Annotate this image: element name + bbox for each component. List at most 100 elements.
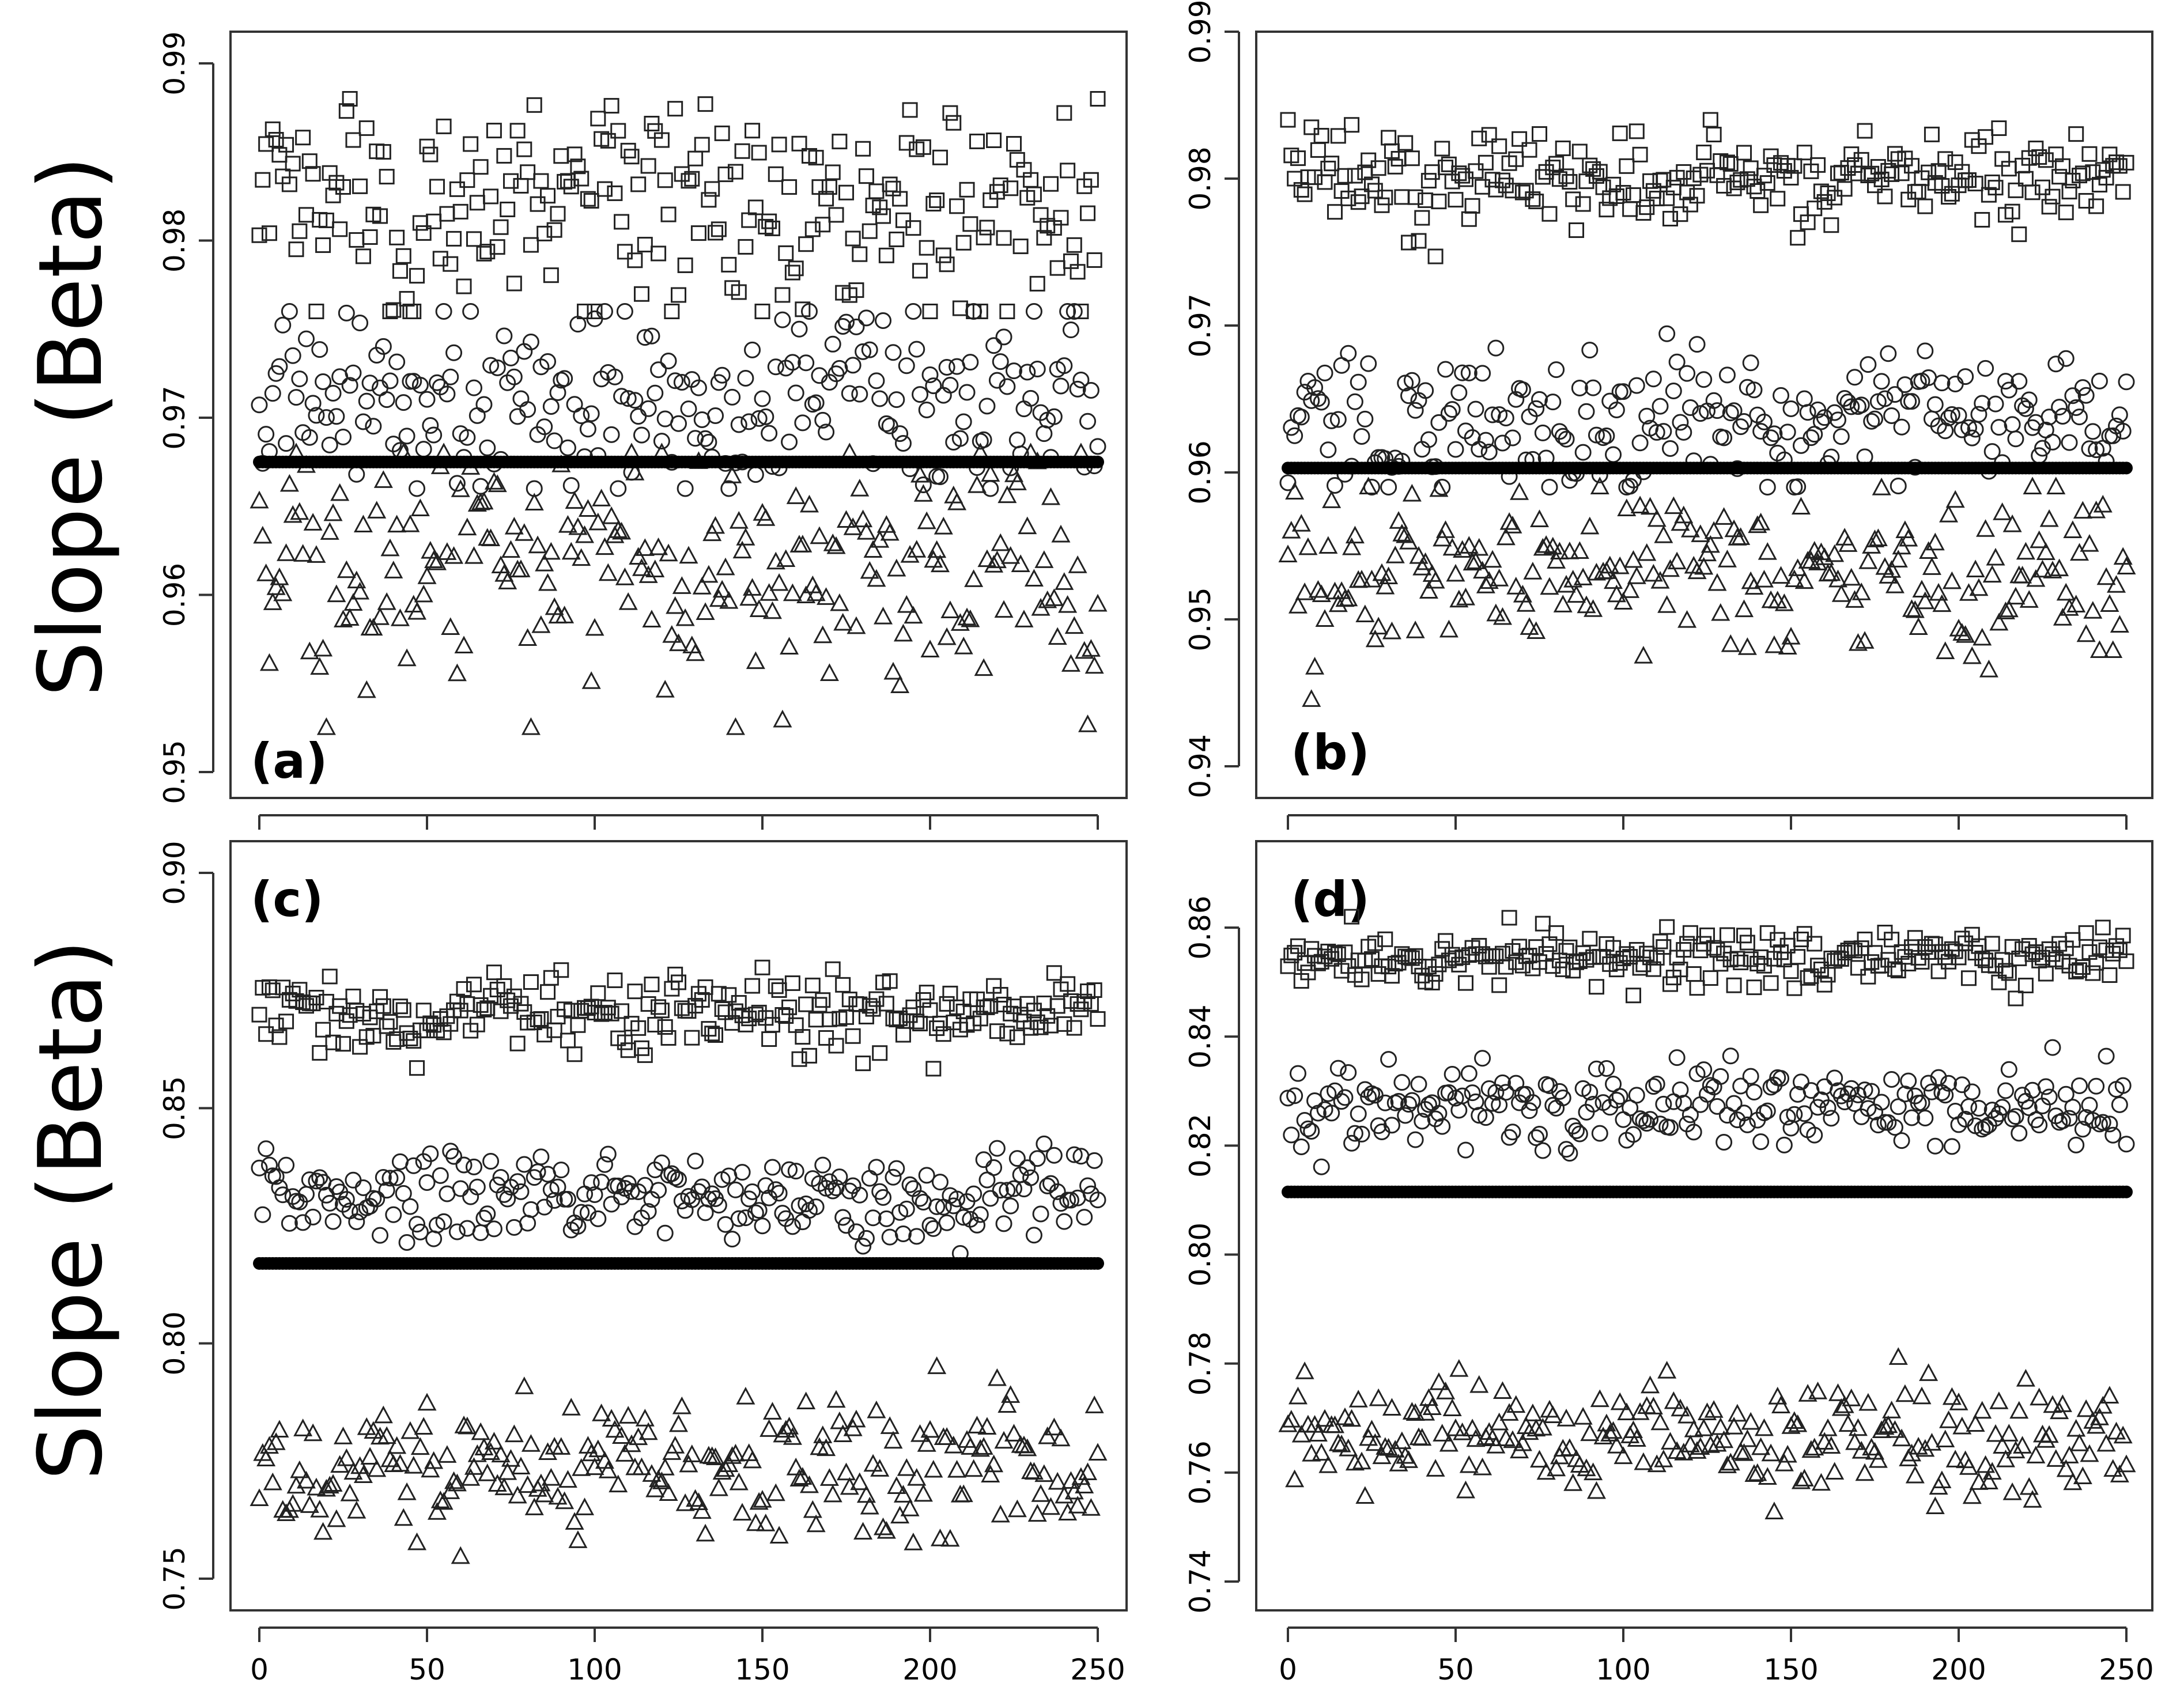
panel-a-triangle-point — [602, 506, 621, 524]
panel-a-triangle-point — [934, 516, 953, 535]
panel-c-y-tick-label: 0.85 — [158, 1076, 191, 1140]
panel-c-circle-point — [928, 1198, 946, 1215]
panel-b-circle-point — [1977, 360, 1994, 377]
panel-c-circle-point — [784, 1218, 801, 1235]
panel-c-triangle-point — [826, 1390, 846, 1408]
panel-d-triangle-point — [2016, 1368, 2035, 1387]
panel-c-circle-point — [687, 1152, 704, 1170]
panel-d-circle-point — [2057, 1085, 2075, 1103]
panel-a-circle-point — [921, 366, 939, 384]
panel-a-triangle-point — [367, 501, 387, 519]
panel-d-triangle-point — [1345, 1452, 1365, 1471]
panel-a-triangle-point — [910, 464, 930, 483]
panel-a-triangle-point — [642, 610, 662, 627]
panel-c-triangle-point — [300, 1495, 319, 1513]
panel-b-triangle-point — [1641, 497, 1660, 515]
panel-a-circle-point — [479, 439, 496, 456]
panel-a-triangle-point — [454, 636, 474, 654]
panel-d-triangle-point — [2103, 1459, 2123, 1477]
panel-d-triangle-point — [1328, 1433, 1348, 1451]
panel-d-circle-point — [1963, 1083, 1981, 1100]
panel-c-triangle-point — [572, 1458, 591, 1476]
panel-d-triangle-point — [1456, 1480, 1475, 1499]
panel-b-square-point — [1528, 194, 1544, 210]
panel-d-triangle-point — [1436, 1382, 1456, 1399]
panel-b-circle-point — [1745, 381, 1763, 399]
panel-d-triangle-point — [1761, 1443, 1781, 1462]
panel-d-circle-point — [1695, 1061, 1713, 1079]
panel-d-triangle-point — [1442, 1398, 1462, 1417]
panel-b-circle-point — [1755, 413, 1773, 430]
panel-d-triangle-point — [1764, 1501, 1784, 1519]
panel-a-triangle-point — [541, 542, 561, 560]
panel-b-square-point — [1324, 156, 1340, 172]
panel-c-x-tick-label: 100 — [567, 1653, 622, 1686]
panel-d-circle-point — [1739, 1116, 1756, 1133]
panel-a-circle-point — [559, 439, 576, 456]
panel-a-square-point — [422, 146, 439, 162]
panel-d-square-point — [1786, 980, 1803, 996]
panel-d-triangle-point — [1660, 1432, 1680, 1450]
panel-a-triangle-point — [974, 658, 993, 676]
panel-d-triangle-point — [1714, 1430, 1734, 1448]
panel-b-triangle-point — [1426, 570, 1445, 589]
panel-c-square-point — [684, 1030, 700, 1046]
panel-a-circle-point — [894, 434, 912, 452]
panel-c-circle-point — [485, 1220, 502, 1238]
panel-a-square-point — [489, 239, 505, 255]
panel-a-square-point — [415, 225, 432, 241]
panel-a-square-point — [355, 248, 371, 264]
panel-d-triangle-point — [1365, 1433, 1385, 1451]
panel-c-x-tick-label: 250 — [1070, 1653, 1125, 1686]
panel-d-circle-point — [1568, 1122, 1585, 1140]
panel-d-triangle-point — [1888, 1347, 1908, 1365]
panel-a-square-point — [543, 267, 559, 283]
panel-b-circle-point — [1759, 479, 1776, 495]
panel-b-square-point — [1420, 173, 1437, 189]
panel-d-triangle-point — [1838, 1414, 1858, 1432]
panel-b-y-axis: 0.940.950.960.970.980.99 — [1184, 0, 1240, 799]
panel-c-square-point — [617, 1034, 633, 1050]
panel-a-square-point — [251, 227, 267, 243]
panel-d-triangle-point — [1721, 1452, 1740, 1471]
panel-a-triangle-point — [991, 533, 1010, 551]
panel-c-circle-point — [912, 1190, 929, 1207]
panel-b-circle-point — [1675, 423, 1692, 441]
panel-b-triangle-point — [1949, 619, 1968, 637]
panel-b-triangle-point — [1754, 569, 1774, 588]
panel-d-triangle-point — [1563, 1473, 1583, 1491]
panel-d-triangle-point — [2060, 1446, 2079, 1463]
panel-a-circle-point — [1059, 303, 1076, 320]
panel-a-triangle-point — [578, 499, 598, 517]
panel-d-circle-point — [1611, 1088, 1628, 1105]
panel-d-square-point — [1535, 916, 1551, 932]
panel-a-triangle-point — [337, 560, 356, 578]
panel-b-triangle-point — [1932, 594, 1952, 612]
panel-a-square-point — [570, 158, 586, 175]
panel-c-square-point — [882, 973, 898, 989]
panel-a-triangle-point — [290, 502, 309, 520]
panel-d-triangle-point — [1426, 1459, 1445, 1477]
panel-c-triangle-point — [461, 1468, 481, 1486]
panel-b-circle-point — [1440, 404, 1457, 422]
panel-d-triangle-point — [2093, 1395, 2113, 1414]
panel-c-circle-point — [573, 1204, 590, 1221]
panel-b-triangle-point — [1556, 574, 1576, 593]
panel-a-triangle-point — [273, 583, 293, 602]
panel-c-triangle-point — [1024, 1462, 1044, 1480]
panel-a-square-point — [292, 223, 308, 239]
panel-a-triangle-point — [913, 484, 933, 502]
panel-b-square-point — [1987, 180, 2004, 196]
panel-d-circle-point — [1712, 1068, 1729, 1085]
panel-b-triangle-point — [1899, 528, 1918, 547]
panel-a-circle-point — [258, 426, 275, 443]
panel-d-triangle-point — [1774, 1453, 1794, 1472]
panel-b-circle-point — [1628, 377, 1645, 394]
panel-b-circle-point — [1709, 402, 1726, 419]
panel-c-square-point — [375, 998, 391, 1014]
panel-d-square-point — [1857, 931, 1873, 947]
panel-c-triangle-point — [615, 1444, 634, 1462]
panel-a-circle-point — [724, 388, 741, 406]
panel-d-triangle-point — [1285, 1469, 1305, 1488]
